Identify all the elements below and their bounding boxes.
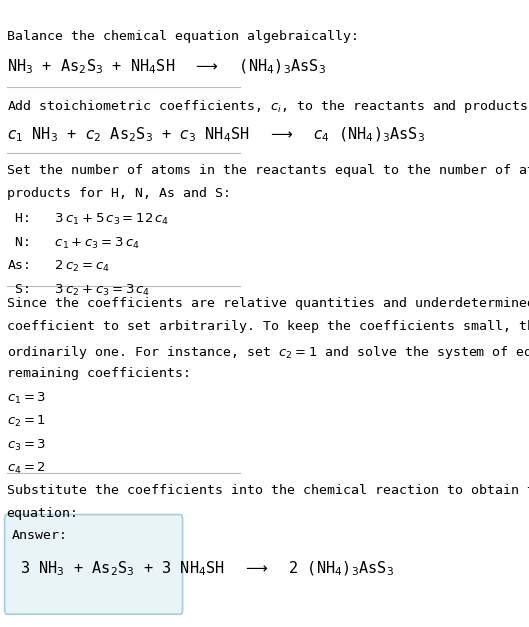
Text: Since the coefficients are relative quantities and underdetermined, choose a: Since the coefficients are relative quan… bbox=[6, 297, 529, 310]
Text: ordinarily one. For instance, set $c_2 = 1$ and solve the system of equations fo: ordinarily one. For instance, set $c_2 =… bbox=[6, 344, 529, 361]
Text: 3 NH$_3$ + As$_2$S$_3$ + 3 NH$_4$SH  $\longrightarrow$  2 (NH$_4$)$_3$AsS$_3$: 3 NH$_3$ + As$_2$S$_3$ + 3 NH$_4$SH $\lo… bbox=[20, 560, 394, 578]
Text: NH$_3$ + As$_2$S$_3$ + NH$_4$SH  $\longrightarrow$  (NH$_4$)$_3$AsS$_3$: NH$_3$ + As$_2$S$_3$ + NH$_4$SH $\longri… bbox=[6, 57, 325, 76]
Text: N:   $c_1 + c_3 = 3\,c_4$: N: $c_1 + c_3 = 3\,c_4$ bbox=[6, 236, 139, 251]
Text: products for H, N, As and S:: products for H, N, As and S: bbox=[6, 187, 231, 200]
Text: Add stoichiometric coefficients, $c_i$, to the reactants and products:: Add stoichiometric coefficients, $c_i$, … bbox=[6, 98, 529, 115]
Text: Set the number of atoms in the reactants equal to the number of atoms in the: Set the number of atoms in the reactants… bbox=[6, 164, 529, 177]
Text: coefficient to set arbitrarily. To keep the coefficients small, the arbitrary va: coefficient to set arbitrarily. To keep … bbox=[6, 320, 529, 334]
Text: S:   $3\,c_2 + c_3 = 3\,c_4$: S: $3\,c_2 + c_3 = 3\,c_4$ bbox=[6, 283, 150, 298]
Text: Answer:: Answer: bbox=[11, 529, 67, 542]
Text: As:   $2\,c_2 = c_4$: As: $2\,c_2 = c_4$ bbox=[6, 259, 110, 274]
Text: $c_2 = 1$: $c_2 = 1$ bbox=[6, 414, 45, 429]
Text: remaining coefficients:: remaining coefficients: bbox=[6, 367, 190, 381]
Text: equation:: equation: bbox=[6, 507, 78, 520]
Text: H:   $3\,c_1 + 5\,c_3 = 12\,c_4$: H: $3\,c_1 + 5\,c_3 = 12\,c_4$ bbox=[6, 212, 169, 227]
Text: $c_3 = 3$: $c_3 = 3$ bbox=[6, 438, 45, 453]
Text: $c_4 = 2$: $c_4 = 2$ bbox=[6, 461, 45, 477]
Text: $c_1 = 3$: $c_1 = 3$ bbox=[6, 391, 45, 406]
Text: $c_1$ NH$_3$ + $c_2$ As$_2$S$_3$ + $c_3$ NH$_4$SH  $\longrightarrow$  $c_4$ (NH$: $c_1$ NH$_3$ + $c_2$ As$_2$S$_3$ + $c_3$… bbox=[6, 125, 425, 144]
FancyBboxPatch shape bbox=[5, 515, 183, 614]
Text: Balance the chemical equation algebraically:: Balance the chemical equation algebraica… bbox=[6, 30, 359, 43]
Text: Substitute the coefficients into the chemical reaction to obtain the balanced: Substitute the coefficients into the che… bbox=[6, 483, 529, 497]
